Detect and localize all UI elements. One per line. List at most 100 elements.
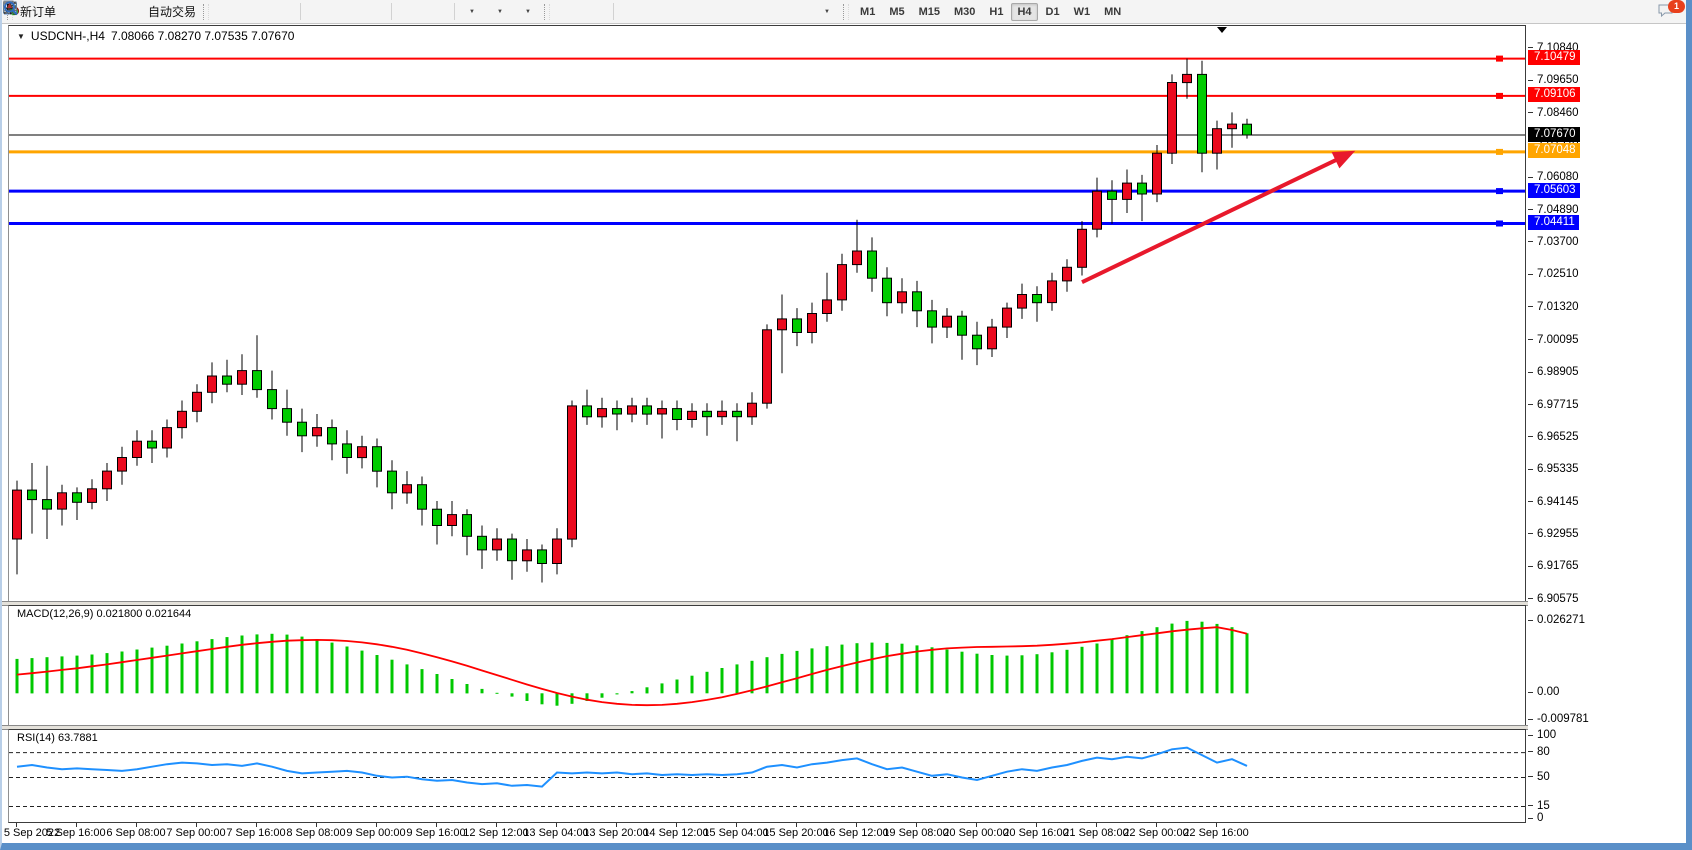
date-label: 22 Sep 00:00	[1123, 827, 1189, 839]
price-tick: 6.98905	[1528, 365, 1579, 379]
date-tick	[256, 823, 257, 827]
date-label: 20 Sep 16:00	[1003, 827, 1069, 839]
date-label: 6 Sep 08:00	[106, 827, 166, 839]
price-line-badge: 7.09106	[1528, 87, 1580, 103]
crosshair-tool-button[interactable]	[4, 1, 610, 23]
cursor-tool-button[interactable]	[7, 1, 582, 23]
date-label: 19 Sep 08:00	[883, 827, 949, 839]
price-axis[interactable]: 7.108407.096507.084607.072707.060807.048…	[1528, 24, 1686, 843]
toolbar-grip[interactable]	[203, 3, 210, 20]
price-tick: 7.06080	[1528, 170, 1579, 184]
tf-button-H1[interactable]: H1	[989, 5, 1004, 18]
horizontal-line-tool-button[interactable]	[4, 1, 673, 23]
price-line-badge: 7.04411	[1528, 215, 1579, 230]
tf-button-M15[interactable]: M15	[918, 5, 940, 18]
vertical-line-tool-button[interactable]	[9, 1, 645, 23]
signals-button[interactable]	[5, 1, 145, 23]
candle-chart-button[interactable]	[5, 1, 269, 23]
templates-caret-icon[interactable]: ▼	[525, 8, 531, 15]
new-order-button[interactable]: 新订单	[3, 0, 61, 23]
date-label: 14 Sep 12:00	[643, 827, 709, 839]
date-label: 7 Sep 16:00	[226, 827, 286, 839]
date-label: 13 Sep 04:00	[523, 827, 589, 839]
date-tick	[496, 823, 497, 827]
price-tick: 7.04890	[1528, 203, 1579, 217]
arrows-caret-icon[interactable]: ▼	[824, 8, 830, 15]
metaeditor-button[interactable]	[3, 1, 117, 23]
rsi-label: RSI(14) 63.7881	[17, 732, 98, 744]
auto-trading-label: 自动交易	[148, 5, 197, 19]
tf-button-D1[interactable]: D1	[1045, 5, 1060, 18]
price-tick: 6.91765	[1528, 559, 1579, 573]
date-tick	[436, 823, 437, 827]
chart-collapse-icon[interactable]: ▼	[17, 31, 25, 41]
auto-scroll-button[interactable]	[4, 1, 423, 23]
rsi-tick: 80	[1528, 745, 1550, 759]
search-button[interactable]	[4, 1, 1657, 23]
date-label: 21 Sep 08:00	[1063, 827, 1129, 839]
date-label: 8 Sep 08:00	[286, 827, 346, 839]
text-icon: A	[7, 2, 15, 16]
date-tick	[736, 823, 737, 827]
date-label: 7 Sep 00:00	[166, 827, 226, 839]
chart-symbol: USDCNH-,H4	[30, 29, 105, 43]
price-tick: 6.90575	[1528, 592, 1579, 606]
rsi-tick: 100	[1528, 728, 1556, 742]
channel-tool-button[interactable]: E	[3, 1, 729, 23]
toolbar: 新订单 自动交易	[2, 0, 1686, 24]
price-tick: 7.08460	[1528, 106, 1579, 120]
date-tick	[796, 823, 797, 827]
date-tick	[676, 823, 677, 827]
date-tick	[616, 823, 617, 827]
trendline-tool-button[interactable]	[4, 1, 701, 23]
text-tool-button[interactable]: A	[7, 1, 785, 23]
line-chart-button[interactable]	[3, 1, 297, 23]
periods-button[interactable]: ▼	[3, 1, 514, 23]
text-label-icon: T	[3, 2, 17, 14]
date-tick	[136, 823, 137, 827]
fibonacci-tool-button[interactable]: F	[4, 1, 757, 23]
toolbar-grip[interactable]	[544, 3, 551, 20]
macd-pane[interactable]: MACD(12,26,9) 0.021800 0.021644	[8, 605, 1526, 726]
tf-button-M30[interactable]: M30	[954, 5, 976, 18]
toolbar-grip[interactable]	[843, 3, 850, 20]
date-tick	[856, 823, 857, 827]
periods-caret-icon[interactable]: ▼	[497, 8, 503, 15]
macd-label: MACD(12,26,9) 0.021800 0.021644	[17, 608, 192, 620]
tf-button-M5[interactable]: M5	[889, 5, 905, 18]
indicators-button[interactable]: ▼	[3, 1, 486, 23]
price-tick: 6.97715	[1528, 398, 1579, 412]
indicators-caret-icon[interactable]: ▼	[469, 8, 475, 15]
svg-text:T: T	[8, 4, 13, 13]
chart-shift-button[interactable]	[5, 1, 451, 23]
date-label: 5 Sep 2022	[3, 827, 61, 839]
date-tick	[1096, 823, 1097, 827]
date-label: 12 Sep 12:00	[463, 827, 529, 839]
tf-button-H4[interactable]: H4	[1011, 2, 1038, 21]
price-tick: 7.02510	[1528, 267, 1579, 281]
tile-windows-button[interactable]	[4, 1, 388, 23]
toolbar-separator	[300, 3, 302, 20]
arrows-tool-button[interactable]: ▼	[7, 1, 841, 23]
date-axis[interactable]: 5 Sep 2022 5 Sep 16:00 6 Sep 08:00 7 Sep 00…	[4, 823, 1526, 843]
date-label: 9 Sep 00:00	[346, 827, 406, 839]
zoom-in-button[interactable]	[4, 1, 332, 23]
chart-ohlc: 7.08066 7.08270 7.07535 7.07670	[110, 29, 295, 43]
tf-button-W1[interactable]: W1	[1073, 5, 1091, 18]
chat-button[interactable]: 1	[1657, 0, 1685, 22]
price-line-badge: 7.10479	[1528, 50, 1580, 66]
templates-button[interactable]: ▼	[3, 1, 542, 23]
chart-shift-marker-icon[interactable]	[1217, 27, 1227, 33]
auto-trading-button[interactable]: 自动交易	[3, 1, 201, 23]
rsi-tick: 15	[1528, 799, 1550, 813]
rsi-pane[interactable]: RSI(14) 63.7881	[8, 729, 1526, 823]
bar-chart-button[interactable]	[5, 1, 241, 23]
funds-button[interactable]	[3, 1, 89, 23]
label-tool-button[interactable]: T	[3, 1, 813, 23]
zoom-out-button[interactable]	[4, 1, 360, 23]
tf-button-MN[interactable]: MN	[1104, 5, 1122, 18]
tf-button-M1[interactable]: M1	[860, 5, 876, 18]
main-chart-pane[interactable]: ▼ USDCNH-,H4 7.08066 7.08270 7.07535 7.0…	[8, 25, 1526, 602]
chart-title: ▼ USDCNH-,H4 7.08066 7.08270 7.07535 7.0…	[17, 29, 294, 43]
